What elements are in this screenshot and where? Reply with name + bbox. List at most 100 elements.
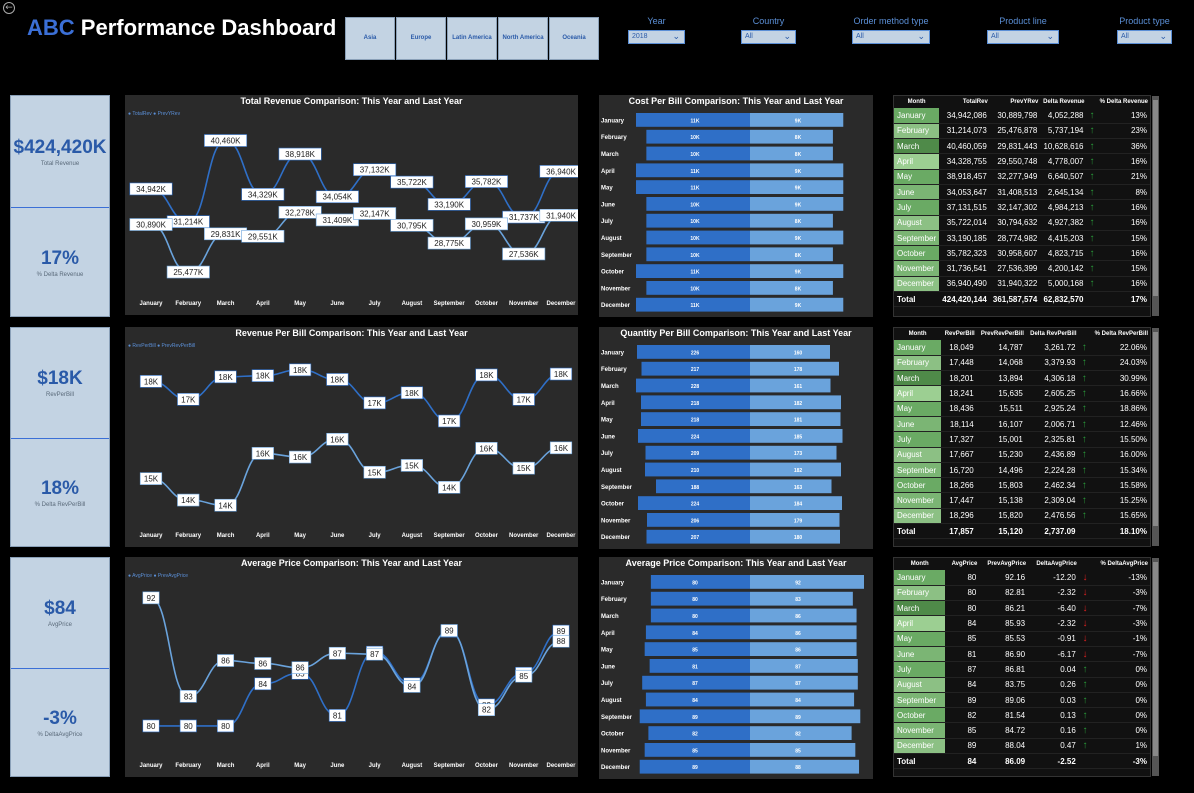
total-cell: Total: [894, 523, 942, 540]
table-scrollbar[interactable]: [1152, 96, 1159, 316]
column-header[interactable]: [1079, 558, 1092, 570]
table-cell: 14,496: [976, 462, 1026, 479]
total-cell: -2.52: [1028, 753, 1079, 770]
total-cell: 15,120: [976, 523, 1026, 540]
data-label: 18K: [251, 369, 274, 382]
bar-last-year: [750, 743, 856, 757]
data-label-box: [288, 450, 312, 464]
table: Month AvgPrice PrevAvgPrice DeltaAvgPrice % …: [894, 558, 1150, 770]
arrow-down-icon: ↓: [1078, 570, 1092, 586]
x-tick-label: November: [509, 533, 539, 539]
data-label-text: 31,409K: [322, 216, 352, 225]
kpi-label: AvgPrice: [48, 622, 72, 628]
table-row: November 17,447 15,138 2,309.04 ↑ 15.25%: [894, 492, 1150, 509]
kpi-card-0: $424,420K Total Revenue 17% % Delta Revenue: [10, 95, 110, 317]
table-cell: 2,309.04: [1025, 492, 1079, 509]
table-cell: -2.32: [1028, 585, 1079, 602]
column-header[interactable]: % DeltaAvgPrice: [1100, 561, 1148, 567]
arrow-up-icon: ↑: [1086, 123, 1098, 140]
slicer-dropdown[interactable]: All ⌄: [741, 30, 796, 44]
data-label-text: 30,795K: [397, 221, 427, 230]
column-header[interactable]: Delta Revenue: [1043, 99, 1085, 105]
table-cell: 15.25%: [1089, 492, 1150, 509]
bar-value-label: 180: [794, 535, 803, 541]
table-cell: 15.65%: [1089, 508, 1150, 525]
bar-last-year: [750, 445, 837, 460]
bar-last-year: [750, 625, 857, 640]
data-label: 31,737K: [502, 210, 546, 224]
data-label: 16K: [326, 432, 349, 446]
table-scrollbar[interactable]: [1152, 558, 1159, 776]
column-header[interactable]: [1087, 96, 1098, 108]
data-label-box: [177, 493, 200, 507]
table-cell: June: [894, 646, 946, 663]
y-tick-label: October: [601, 732, 625, 738]
bar-value-label: 161: [794, 384, 803, 390]
column-header[interactable]: [1079, 328, 1090, 340]
region-button-3[interactable]: North America: [498, 17, 548, 60]
bar-value-label: 84: [692, 631, 698, 637]
x-tick-label: May: [294, 763, 306, 769]
column-header[interactable]: PrevYRev: [1010, 99, 1039, 105]
region-button-4[interactable]: Oceania: [549, 17, 599, 60]
arrow-down-icon: ↓: [1078, 615, 1092, 632]
column-header[interactable]: TotalRev: [962, 99, 988, 105]
column-header[interactable]: Delta RevPerBill: [1030, 331, 1077, 337]
table-cell: 35,722,014: [939, 215, 990, 231]
column-header[interactable]: Month: [907, 99, 926, 105]
bar-this-year: [648, 726, 750, 740]
table-cell: 3,379.93: [1025, 355, 1079, 372]
table-cell: 18,114: [941, 416, 977, 433]
arrow-up-icon: ↑: [1078, 370, 1090, 387]
back-arrow-icon[interactable]: ←: [3, 2, 15, 14]
slicer-dropdown[interactable]: All ⌄: [987, 30, 1059, 44]
column-header[interactable]: RevPerBill: [944, 331, 975, 337]
table-cell: 24.03%: [1089, 355, 1150, 372]
data-label-text: 27,536K: [509, 250, 539, 259]
slicer-dropdown[interactable]: All ⌄: [1117, 30, 1172, 44]
column-header[interactable]: PrevAvgPrice: [987, 561, 1027, 567]
bar-value-label: 209: [691, 451, 700, 457]
table-cell: 4,823,715: [1040, 245, 1087, 262]
table-cell: September: [894, 230, 940, 247]
scrollbar-thumb[interactable]: [1153, 332, 1158, 526]
arrow-up-icon: ↑: [1078, 661, 1092, 678]
table-cell: 2,645,134: [1040, 184, 1087, 201]
slicer-dropdown[interactable]: All ⌄: [852, 30, 930, 44]
column-header[interactable]: % Delta RevPerBill: [1094, 331, 1148, 337]
slicer-dropdown[interactable]: 2018 ⌄: [628, 30, 685, 44]
bar-this-year: [644, 642, 750, 656]
scrollbar-thumb[interactable]: [1153, 562, 1158, 756]
data-label-box: [512, 393, 535, 406]
bar-value-label: 80: [692, 614, 698, 620]
table-cell: July: [894, 199, 940, 216]
region-button-0[interactable]: Asia: [345, 17, 395, 60]
bar-value-label: 10K: [690, 152, 700, 158]
column-header[interactable]: Month: [910, 561, 929, 567]
region-button-1[interactable]: Europe: [396, 17, 446, 60]
column-header[interactable]: DeltaAvgPrice: [1036, 561, 1077, 567]
y-tick-label: March: [601, 384, 619, 390]
table-row: September 33,190,185 28,774,982 4,415,203 ↑ 1…: [894, 230, 1150, 247]
column-header[interactable]: % Delta Revenue: [1099, 99, 1148, 105]
line-chart-1: Revenue Per Bill Comparison: This Year a…: [125, 327, 578, 547]
bar-value-label: 182: [794, 468, 803, 474]
slicer-label: Year: [647, 16, 666, 26]
table-cell: 16.66%: [1089, 385, 1150, 402]
column-header[interactable]: AvgPrice: [951, 561, 978, 567]
bar-value-label: 207: [691, 535, 700, 541]
bar-last-year: [750, 297, 844, 312]
region-button-2[interactable]: Latin America: [447, 17, 497, 60]
data-label-text: 86: [258, 659, 267, 668]
column-header[interactable]: Month: [908, 331, 927, 337]
series-line-1: [150, 597, 562, 711]
column-header[interactable]: PrevRevPerBill: [980, 331, 1024, 337]
scrollbar-thumb[interactable]: [1153, 100, 1158, 296]
table-scrollbar[interactable]: [1152, 328, 1159, 546]
bar-last-year: [750, 213, 833, 228]
table-cell: 30,958,607: [989, 245, 1041, 262]
data-label: 36,940K: [539, 165, 578, 178]
data-label-text: 18K: [554, 370, 569, 379]
x-tick-label: March: [217, 533, 235, 539]
series-line-1: [150, 438, 562, 507]
